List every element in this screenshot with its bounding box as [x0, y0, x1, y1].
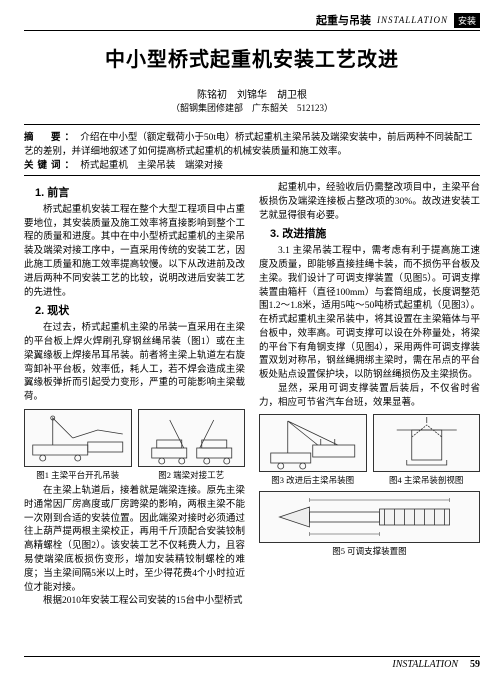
abstract-label: 摘 要： — [24, 133, 78, 143]
figure-3-caption: 图3 改进后主梁吊装图 — [259, 474, 367, 486]
section-1-title: 1. 前言 — [24, 186, 245, 202]
figure-4 — [373, 414, 481, 472]
abstract-text: 介绍在中小型（额定载荷小于50t电）桥式起重机主梁吊装及端梁安装中，前后两种不同… — [24, 133, 473, 157]
right-column: 起重机中，经验收后仍需整改项目中，主梁平台板损伤及端梁连接板占整改项的30%。故… — [259, 182, 480, 609]
figure-row-2: 图3 改进后主梁吊装图 图4 主梁吊装剖视图 — [259, 414, 480, 486]
figure-3 — [259, 414, 367, 472]
figure-5-caption: 图5 可调支撑装置图 — [259, 545, 480, 557]
keywords-label: 关键词： — [24, 161, 78, 171]
figure-4-caption: 图4 主梁吊装剖视图 — [373, 474, 481, 486]
abstract-block: 摘 要： 介绍在中小型（额定载荷小于50t电）桥式起重机主梁吊装及端梁安装中，前… — [24, 124, 480, 176]
figure-5 — [259, 491, 480, 543]
footer: INSTALLATION 59 — [24, 656, 480, 670]
page-number: 59 — [470, 659, 480, 670]
footer-label: INSTALLATION — [392, 659, 458, 670]
figure-1 — [24, 409, 132, 467]
header-category-en: INSTALLATION — [377, 15, 448, 25]
right-p2: 显然，采用可调支撑装置后装后，不仅省时省力，相应可节省汽车台班，效果显著。 — [259, 383, 480, 411]
figure-row-1: 图1 主梁平台开孔吊装 图2 端梁对接工艺 — [24, 409, 245, 481]
section-3-p1: 3.1 主梁吊装工程中，需考虑有利于提高施工速度及质量，即能够直接挂绳卡装，而不… — [259, 245, 480, 383]
section-2-title: 2. 现状 — [24, 304, 245, 320]
authors: 陈铭初 刘锦华 胡卫根 — [24, 86, 480, 101]
header-category-cn: 起重与吊装 — [316, 12, 371, 28]
header-bar: 起重与吊装 INSTALLATION 安装 — [24, 12, 480, 31]
article-title: 中小型桥式起重机安装工艺改进 — [24, 43, 480, 72]
affiliation: （韶钢集团修建部 广东韶关 512123） — [24, 101, 480, 114]
keywords-text: 桥式起重机 主梁吊装 端梁对接 — [80, 161, 223, 171]
section-2-p3: 根据2010年安装工程公司安装的15台中小型桥式 — [24, 595, 245, 609]
header-badge: 安装 — [454, 13, 480, 28]
figure-1-caption: 图1 主梁平台开孔吊装 — [24, 469, 132, 481]
right-p1: 起重机中，经验收后仍需整改项目中，主梁平台板损伤及端梁连接板占整改项的30%。故… — [259, 182, 480, 223]
section-2-p2: 在主梁上轨道后，接着就是端梁连接。原先主梁时通常因厂房高度或厂房跨梁的影响，两根… — [24, 485, 245, 595]
section-1-p1: 桥式起重机安装工程在整个大型工程项目中占重要地位，其安装质量及施工效率将直接影响… — [24, 204, 245, 300]
left-column: 1. 前言 桥式起重机安装工程在整个大型工程项目中占重要地位，其安装质量及施工效… — [24, 182, 245, 609]
section-3-title: 3. 改进措施 — [259, 227, 480, 243]
section-2-p1: 在过去，桥式起重机主梁的吊装一直采用在主梁的平台板上焊火焊刷孔穿钢丝绳吊装（图1… — [24, 322, 245, 405]
figure-5-wrap: 图5 可调支撑装置图 — [259, 491, 480, 557]
figure-2 — [138, 409, 246, 467]
figure-2-caption: 图2 端梁对接工艺 — [138, 469, 246, 481]
